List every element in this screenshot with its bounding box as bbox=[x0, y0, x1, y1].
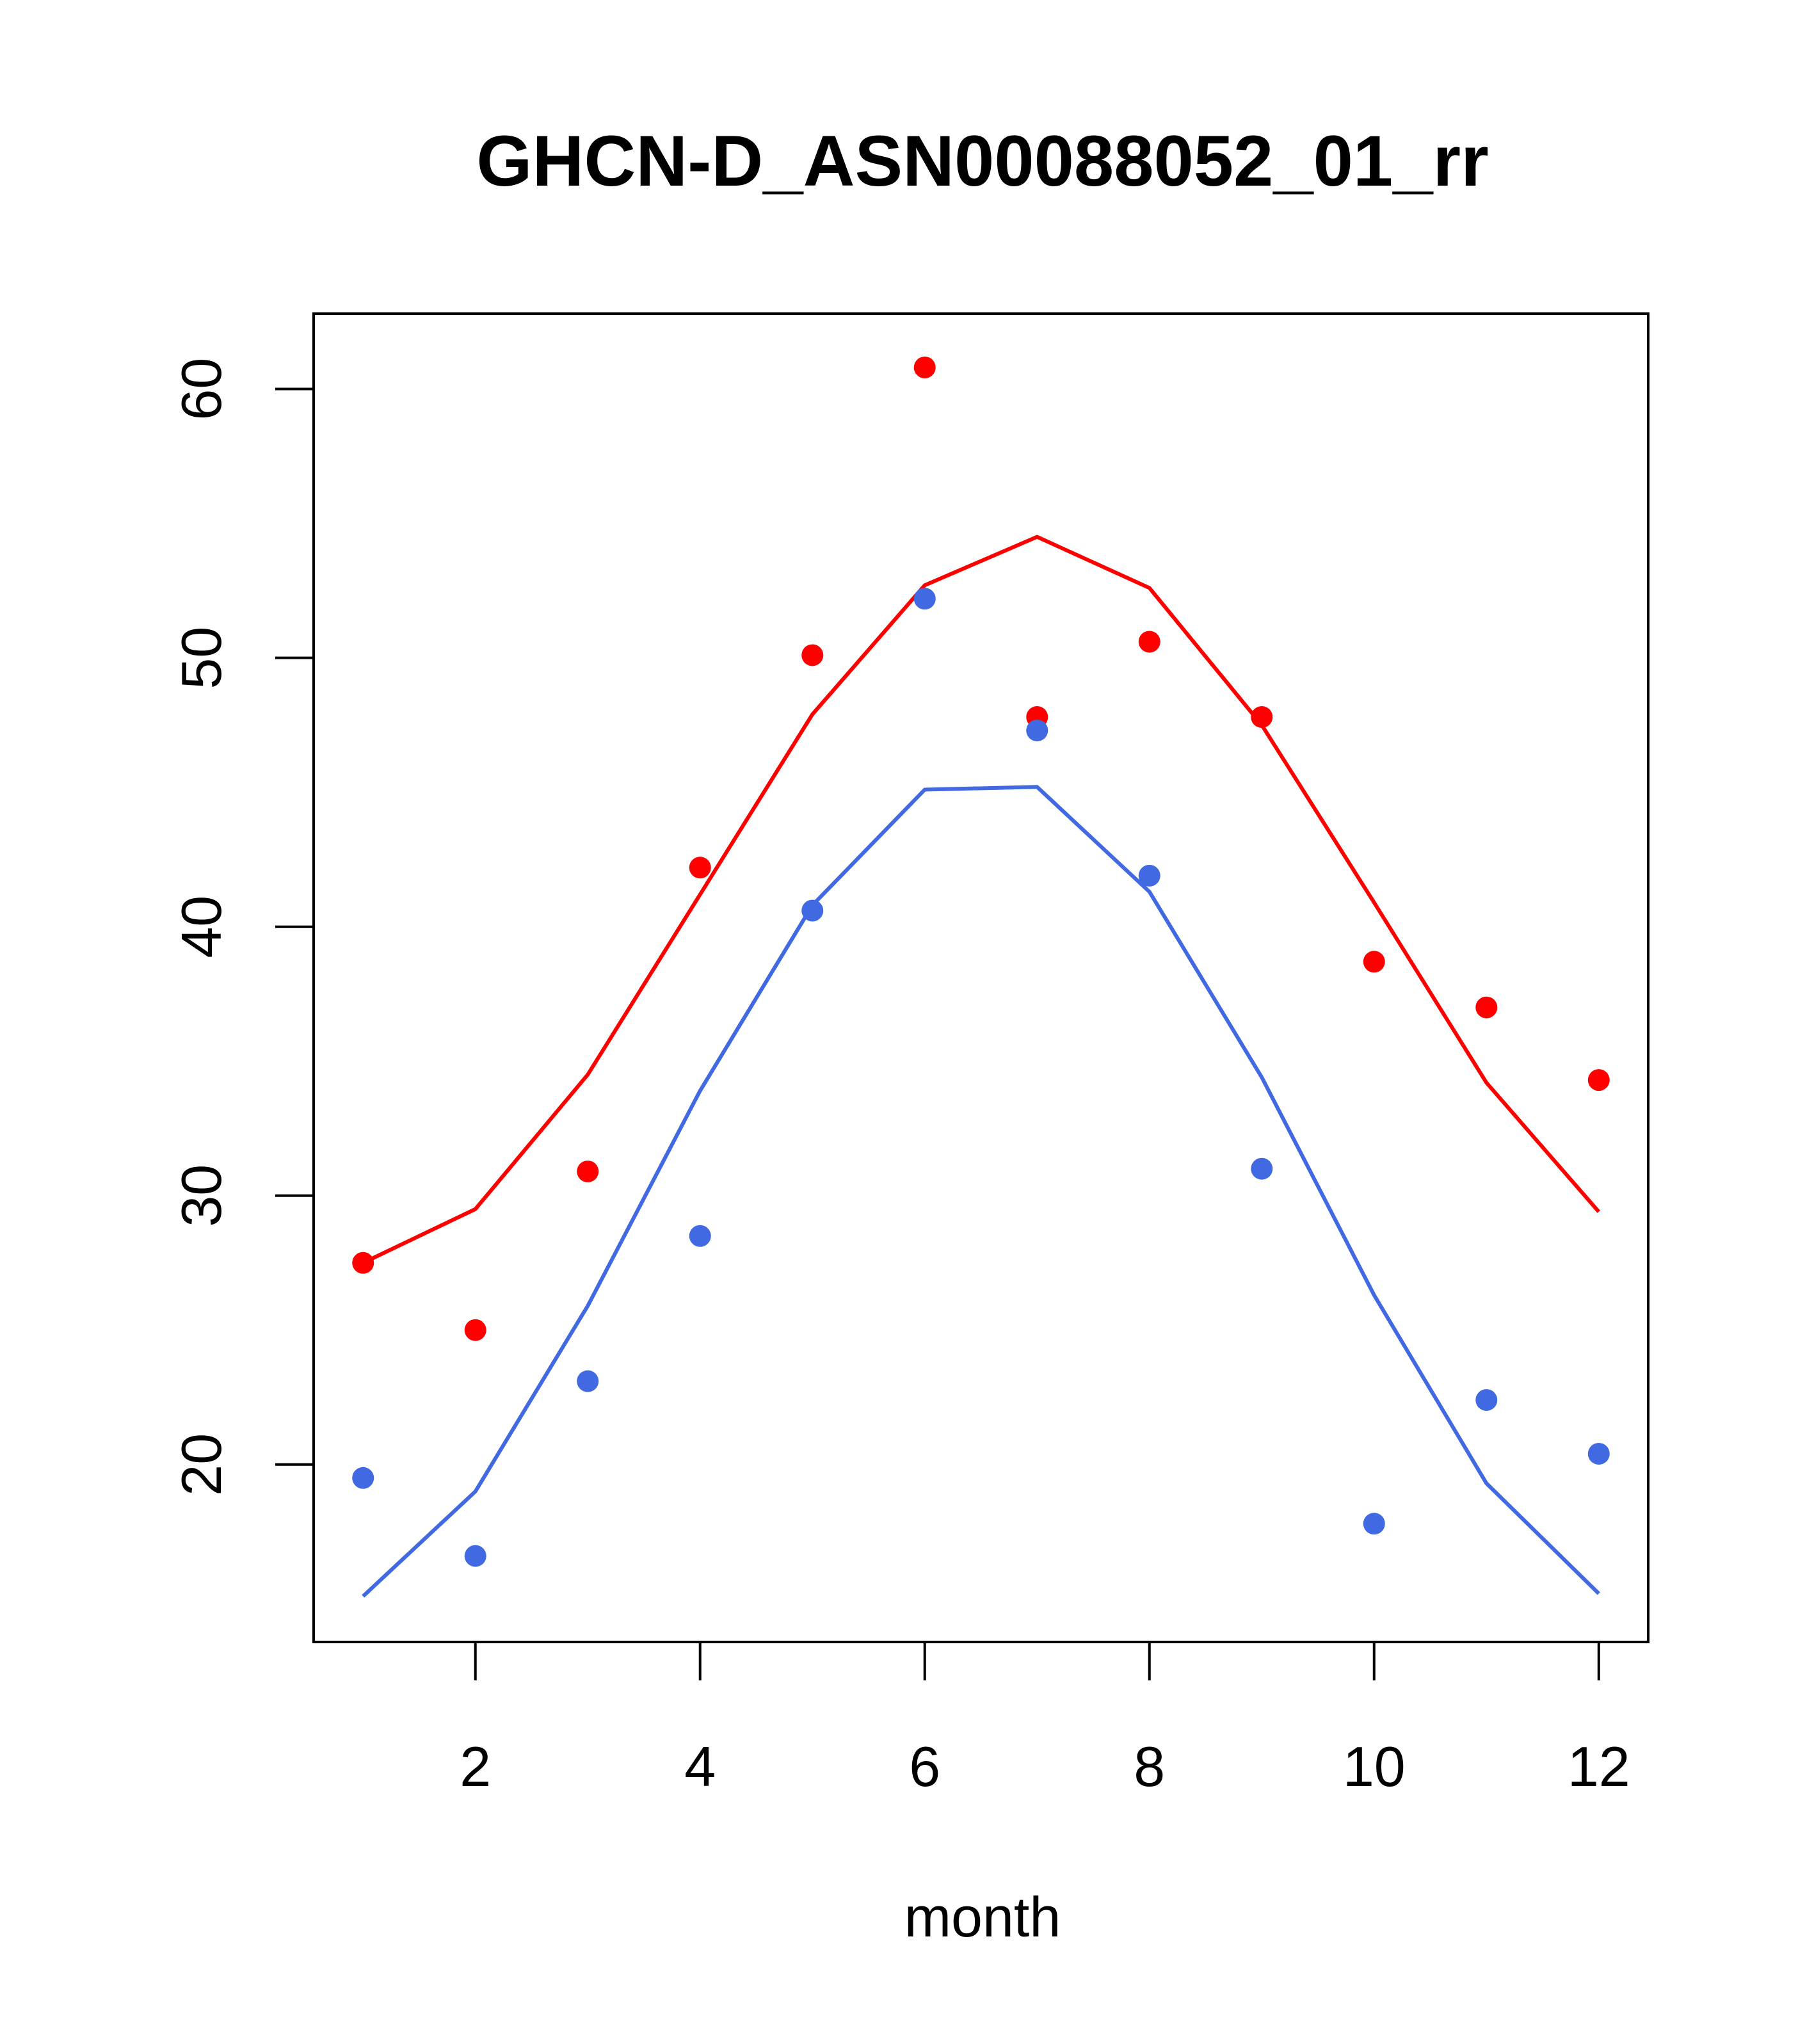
y-tick-label: 60 bbox=[170, 358, 233, 421]
y-tick-label: 50 bbox=[170, 627, 233, 689]
series-point-0 bbox=[1363, 951, 1385, 973]
series-point-2 bbox=[1138, 864, 1160, 887]
chart-title: GHCN-D_ASN00088052_01_rr bbox=[476, 121, 1488, 201]
y-tick-label: 30 bbox=[170, 1164, 233, 1227]
series-point-2 bbox=[1251, 1157, 1273, 1180]
series-layer bbox=[352, 357, 1610, 1598]
x-tick-label: 10 bbox=[1343, 1735, 1406, 1798]
series-point-0 bbox=[464, 1319, 486, 1341]
series-line-3 bbox=[362, 785, 1600, 1598]
series-point-2 bbox=[464, 1545, 486, 1567]
series-point-2 bbox=[1363, 1513, 1385, 1535]
plot-frame bbox=[312, 312, 1649, 1643]
series-point-0 bbox=[577, 1160, 599, 1182]
series-point-2 bbox=[913, 588, 936, 610]
series-point-0 bbox=[1587, 1069, 1610, 1091]
series-point-2 bbox=[1026, 720, 1048, 742]
series-point-0 bbox=[913, 357, 936, 379]
series-point-2 bbox=[1475, 1388, 1498, 1411]
series-point-0 bbox=[801, 644, 824, 666]
series-point-0 bbox=[689, 857, 711, 879]
series-point-0 bbox=[352, 1251, 374, 1274]
series-point-2 bbox=[577, 1370, 599, 1392]
series-point-0 bbox=[1475, 996, 1498, 1018]
x-tick-label: 4 bbox=[684, 1735, 716, 1798]
x-axis-label: month bbox=[904, 1885, 1061, 1949]
series-point-2 bbox=[1587, 1442, 1610, 1465]
series-point-0 bbox=[1251, 706, 1273, 728]
y-tick-label: 20 bbox=[170, 1433, 233, 1496]
y-tick-label: 40 bbox=[170, 896, 233, 958]
series-point-2 bbox=[801, 899, 824, 922]
y-axis: 20 30 40 50 60 bbox=[170, 358, 315, 1496]
x-tick-label: 8 bbox=[1134, 1735, 1165, 1798]
x-tick-label: 2 bbox=[460, 1735, 491, 1798]
series-point-0 bbox=[1138, 631, 1160, 653]
x-tick-label: 6 bbox=[909, 1735, 940, 1798]
series-point-2 bbox=[689, 1225, 711, 1247]
x-tick-label: 12 bbox=[1568, 1735, 1630, 1798]
x-axis: 2 4 6 8 10 12 bbox=[460, 1641, 1630, 1798]
series-point-2 bbox=[352, 1467, 374, 1489]
series-line-1 bbox=[362, 535, 1601, 1265]
